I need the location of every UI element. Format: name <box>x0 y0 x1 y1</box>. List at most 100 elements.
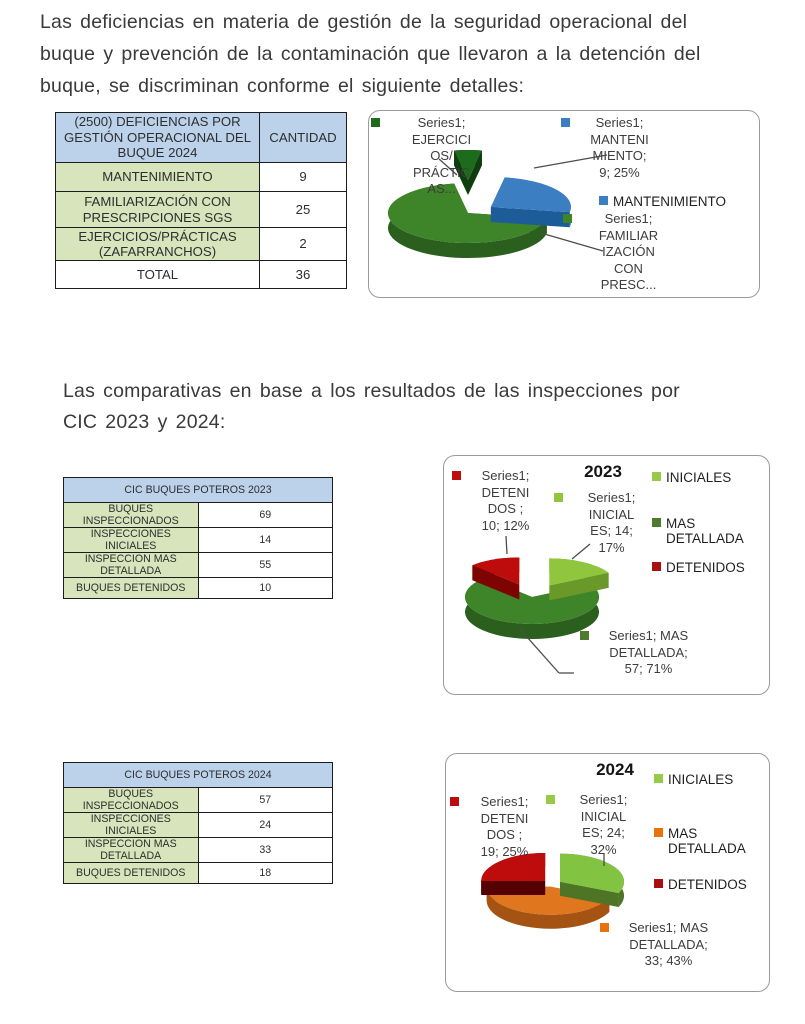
chart-title: 2024 <box>596 760 634 779</box>
table-row: FAMILIARIZACIÓN CON PRESCRIPCIONES SGS 2… <box>55 191 347 228</box>
label-marker-icon <box>554 493 563 502</box>
data-label-text: Series1; DETENI DOS ; 19; 25% <box>480 794 529 859</box>
table-total-row: TOTAL 36 <box>55 260 347 289</box>
legend-label: MAS DETALLADA <box>668 826 746 856</box>
data-label-text: Series1; MANTENI MIENTO; 9; 25% <box>590 115 649 180</box>
data-label-text: Series1; INICIAL ES; 24; 32% <box>579 792 628 857</box>
chart-panel-deficiencias: Series1; EJERCICI OS/ PRÁCTIC AS... Seri… <box>368 110 760 298</box>
row-label: TOTAL <box>55 260 260 289</box>
data-label-text: Series1; FAMILIAR IZACIÓN CON PRESC... <box>598 211 659 292</box>
pie-3d-2023 <box>465 535 609 674</box>
label-marker-icon <box>452 471 461 480</box>
row-value: 14 <box>197 527 333 553</box>
row-label: BUQUES DETENIDOS <box>63 862 199 884</box>
row-label: FAMILIARIZACIÓN CON PRESCRIPCIONES SGS <box>55 191 260 228</box>
row-label: INSPECCION MAS DETALLADA <box>63 837 199 863</box>
legend-marker-icon <box>652 472 661 481</box>
table-header-label: (2500) DEFICIENCIAS POR GESTIÓN OPERACIO… <box>55 112 260 163</box>
row-label: BUQUES DETENIDOS <box>63 577 199 599</box>
table-row: INSPECCION MAS DETALLADA 55 <box>63 552 333 578</box>
table-row: MANTENIMIENTO 9 <box>55 162 347 192</box>
row-value: 33 <box>197 837 333 863</box>
row-label: BUQUES INSPECCIONADOS <box>63 502 199 528</box>
legend-label: INICIALES <box>668 772 734 787</box>
paragraph-comparativas: Las comparativas en base a los resultado… <box>63 380 680 433</box>
table-row: EJERCICIOS/PRÁCTICAS (ZAFARRANCHOS) 2 <box>55 227 347 261</box>
legend-label: INICIALES <box>666 470 732 485</box>
data-label-text: Series1; INICIAL ES; 14; 17% <box>587 490 636 555</box>
data-label-text: Series1; EJERCICI OS/ PRÁCTIC AS... <box>411 115 472 196</box>
row-value: 2 <box>259 227 347 261</box>
row-value: 36 <box>259 260 347 289</box>
table-row: INSPECCION MAS DETALLADA 33 <box>63 837 333 863</box>
data-label-familiarizacion: Series1; FAMILIAR IZACIÓN CON PRESC... <box>563 211 681 294</box>
row-value: 9 <box>259 162 347 192</box>
label-marker-icon <box>450 797 459 806</box>
table-header-row: CIC BUQUES POTEROS 2023 <box>63 477 333 503</box>
legend-entry-mas-detallada: MAS DETALLADA <box>652 516 764 546</box>
legend-entry-detenidos: DETENIDOS <box>652 560 764 575</box>
deficiencias-table: (2500) DEFICIENCIAS POR GESTIÓN OPERACIO… <box>55 112 347 289</box>
legend-label: MANTENIMIENTO <box>613 194 727 209</box>
legend-entry-iniciales: INICIALES <box>652 470 764 485</box>
legend-entry-iniciales: INICIALES <box>654 772 766 787</box>
row-label: MANTENIMIENTO <box>55 162 260 192</box>
legend-marker-icon <box>654 774 663 783</box>
label-marker-icon <box>371 118 380 127</box>
table-title: CIC BUQUES POTEROS 2024 <box>63 762 333 788</box>
table-header-row: CIC BUQUES POTEROS 2024 <box>63 762 333 788</box>
row-value: 24 <box>197 812 333 838</box>
cic-2023-table: CIC BUQUES POTEROS 2023 BUQUES INSPECCIO… <box>63 477 333 599</box>
data-label-mantenimiento: Series1; MANTENI MIENTO; 9; 25% <box>561 115 665 181</box>
legend-marker-icon <box>654 879 663 888</box>
data-label-mas-detallada: Series1; MAS DETALLADA; 33; 43% <box>600 920 724 970</box>
legend-label: DETENIDOS <box>666 560 745 575</box>
legend-marker-icon <box>652 518 661 527</box>
table-header-row: (2500) DEFICIENCIAS POR GESTIÓN OPERACIO… <box>55 112 347 163</box>
row-value: 10 <box>197 577 333 599</box>
table-header-cantidad: CANTIDAD <box>259 112 347 163</box>
table-row: BUQUES INSPECCIONADOS 69 <box>63 502 333 528</box>
pie-3d-2024 <box>481 853 625 929</box>
data-label-mas-detallada: Series1; MAS DETALLADA; 57; 71% <box>580 628 704 678</box>
data-label-detenidos: Series1; DETENI DOS ; 19; 25% <box>450 794 546 860</box>
table-row: BUQUES INSPECCIONADOS 57 <box>63 787 333 813</box>
legend-entry-detenidos: DETENIDOS <box>654 877 766 892</box>
pie-3d-deficiencias <box>387 150 608 259</box>
legend-entry-mantenimiento: MANTENIMIENTO <box>599 194 749 209</box>
label-marker-icon <box>563 214 572 223</box>
table-title: CIC BUQUES POTEROS 2023 <box>63 477 333 503</box>
row-label: EJERCICIOS/PRÁCTICAS (ZAFARRANCHOS) <box>55 227 260 261</box>
row-value: 18 <box>197 862 333 884</box>
row-label: BUQUES INSPECCIONADOS <box>63 787 199 813</box>
table-row: INSPECCIONES INICIALES 24 <box>63 812 333 838</box>
legend-marker-icon <box>654 828 663 837</box>
row-value: 57 <box>197 787 333 813</box>
row-label: INSPECCION MAS DETALLADA <box>63 552 199 578</box>
legend-label: MAS DETALLADA <box>666 516 744 546</box>
row-label: INSPECCIONES INICIALES <box>63 527 199 553</box>
data-label-text: Series1; DETENI DOS ; 10; 12% <box>481 468 530 533</box>
legend-label: DETENIDOS <box>668 877 747 892</box>
legend-marker-icon <box>599 196 608 205</box>
data-label-text: Series1; MAS DETALLADA; 33; 43% <box>628 920 709 968</box>
chart-title: 2023 <box>584 462 622 481</box>
data-label-ejercicios: Series1; EJERCICI OS/ PRÁCTIC AS... <box>371 115 499 198</box>
label-marker-icon <box>600 923 609 932</box>
label-marker-icon <box>561 118 570 127</box>
legend-entry-mas-detallada: MAS DETALLADA <box>654 826 766 856</box>
label-marker-icon <box>546 795 555 804</box>
table-row: BUQUES DETENIDOS 18 <box>63 862 333 884</box>
legend-marker-icon <box>652 562 661 571</box>
table-row: INSPECCIONES INICIALES 14 <box>63 527 333 553</box>
row-value: 69 <box>197 502 333 528</box>
data-label-text: Series1; MAS DETALLADA; 57; 71% <box>608 628 689 676</box>
row-value: 25 <box>259 191 347 228</box>
label-marker-icon <box>580 631 589 640</box>
row-value: 55 <box>197 552 333 578</box>
cic-2024-table: CIC BUQUES POTEROS 2024 BUQUES INSPECCIO… <box>63 762 333 884</box>
row-label: INSPECCIONES INICIALES <box>63 812 199 838</box>
table-row: BUQUES DETENIDOS 10 <box>63 577 333 599</box>
chart-panel-2023: 2023 Series1; DETENI DOS ; 10; 12% Serie… <box>443 455 770 695</box>
